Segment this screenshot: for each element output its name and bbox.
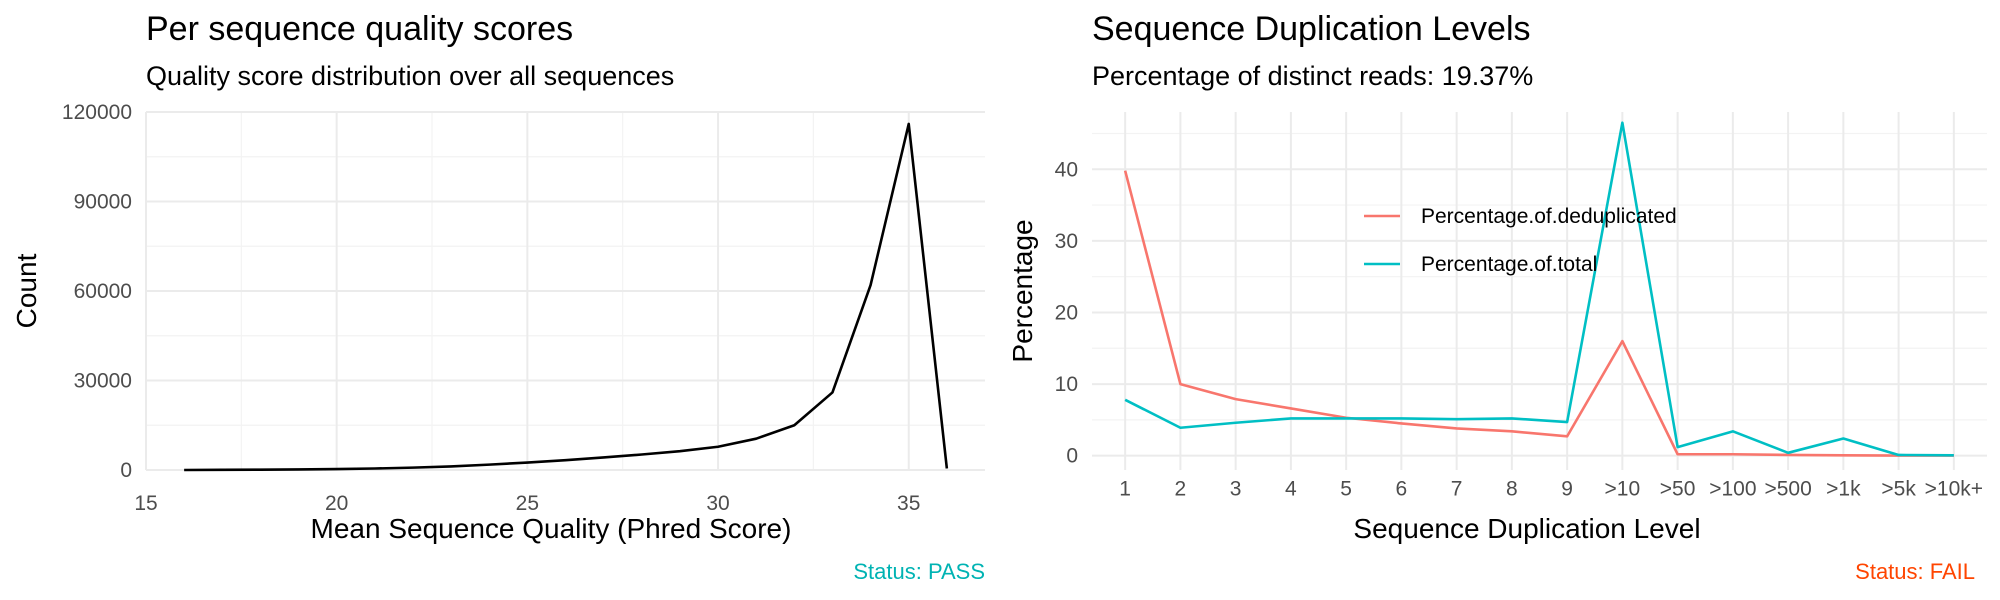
y-tick-label: 0 — [120, 459, 132, 482]
x-tick-label: 1 — [1119, 478, 1131, 501]
x-tick-label: 3 — [1230, 478, 1242, 501]
x-tick-label: >5k — [1881, 478, 1916, 501]
chart-title: Sequence Duplication Levels — [1092, 10, 1531, 48]
x-tick-label: >100 — [1709, 478, 1756, 501]
y-tick-label: 120000 — [62, 101, 132, 124]
status-caption: Status: FAIL — [1855, 559, 1975, 584]
x-tick-label: 8 — [1506, 478, 1518, 501]
quality-scores-panel: Per sequence quality scores Quality scor… — [11, 10, 985, 584]
y-axis-title: Percentage — [1007, 219, 1038, 362]
y-tick-label: 30000 — [74, 370, 132, 393]
x-tick-label: 9 — [1561, 478, 1573, 501]
x-tick-label: 35 — [897, 492, 920, 515]
y-tick-label: 60000 — [74, 280, 132, 303]
x-tick-label: >10 — [1605, 478, 1641, 501]
legend-label-deduplicated: Percentage.of.deduplicated — [1421, 205, 1677, 228]
y-tick-label: 0 — [1066, 445, 1078, 468]
x-tick-label: >500 — [1764, 478, 1811, 501]
series-line-count — [184, 124, 947, 470]
x-tick-label: >1k — [1826, 478, 1861, 501]
x-axis-title: Sequence Duplication Level — [1353, 513, 1700, 544]
y-tick-label: 20 — [1055, 301, 1078, 324]
y-axis-title: Count — [11, 253, 42, 328]
y-tick-label: 10 — [1055, 373, 1078, 396]
y-tick-label: 90000 — [74, 191, 132, 214]
plot-area: 15 20 25 30 35 0 30000 60000 90000 120000 — [62, 101, 985, 515]
y-tick-label: 40 — [1055, 158, 1078, 181]
duplication-levels-panel: Sequence Duplication Levels Percentage o… — [1007, 10, 1987, 584]
x-axis-title: Mean Sequence Quality (Phred Score) — [311, 513, 792, 544]
x-tick-label: 15 — [134, 492, 157, 515]
legend-label-total: Percentage.of.total — [1421, 253, 1597, 276]
chart-subtitle: Quality score distribution over all sequ… — [146, 61, 674, 91]
x-tick-label: 4 — [1285, 478, 1297, 501]
x-tick-label: 25 — [516, 492, 539, 515]
x-tick-label: 30 — [706, 492, 729, 515]
x-tick-label: 5 — [1340, 478, 1352, 501]
chart-subtitle: Percentage of distinct reads: 19.37% — [1092, 61, 1533, 91]
x-tick-label: >50 — [1660, 478, 1696, 501]
x-tick-label: 6 — [1396, 478, 1408, 501]
x-tick-label: 2 — [1175, 478, 1187, 501]
x-tick-label: 7 — [1451, 478, 1463, 501]
x-tick-label: 20 — [325, 492, 348, 515]
series-line-total — [1125, 123, 1954, 456]
chart-title: Per sequence quality scores — [146, 10, 573, 48]
plot-area: 0 10 20 30 40 1 2 3 4 5 6 7 8 9 >10 >50 >100 >500 >1k >5k >1… — [1055, 112, 1987, 501]
x-tick-label: >10k+ — [1925, 478, 1983, 501]
y-tick-label: 30 — [1055, 230, 1078, 253]
status-caption: Status: PASS — [853, 559, 985, 584]
